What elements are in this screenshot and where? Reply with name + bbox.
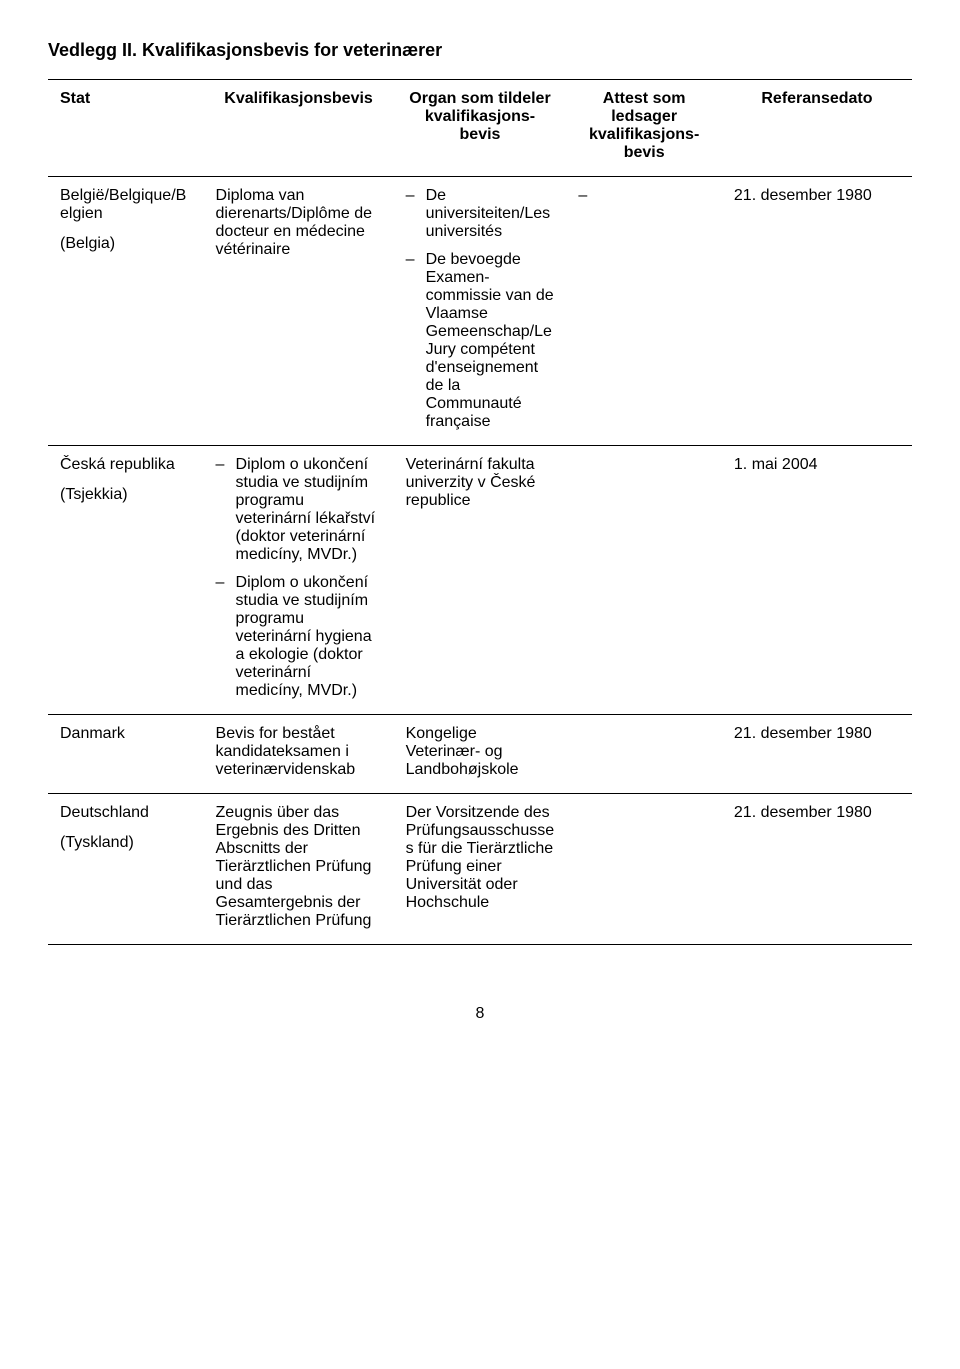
cell-ref: 1. mai 2004 (722, 446, 912, 715)
table-row: Česká republika (Tsjekkia) – Diplom o uk… (48, 446, 912, 715)
cell-organ: Veterinární fakulta univerzity v České r… (394, 446, 567, 715)
header-stat: Stat (48, 80, 204, 177)
qualifications-table: Stat Kvalifikasjonsbevis Organ som tilde… (48, 79, 912, 945)
table-row: Deutschland (Tyskland) Zeugnis über das … (48, 794, 912, 945)
list-item-text: De universiteiten/Les universités (426, 187, 555, 241)
table-row: België/Belgique/Belgien (Belgia) Diploma… (48, 177, 912, 446)
dash-icon: – (406, 251, 426, 431)
cell-ref: 21. desember 1980 (722, 794, 912, 945)
header-attest: Attest som ledsager kvalifikasjons-bevis (566, 80, 722, 177)
stat-name: Česká republika (60, 456, 192, 474)
cell-kvalb: Zeugnis über das Ergebnis des Dritten Ab… (204, 794, 394, 945)
stat-name: Deutschland (60, 804, 192, 822)
cell-attest (566, 446, 722, 715)
table-row: Danmark Bevis for bestået kandidateksame… (48, 715, 912, 794)
cell-stat: Deutschland (Tyskland) (48, 794, 204, 945)
cell-attest: – (566, 177, 722, 446)
cell-kvalb: – Diplom o ukončení studia ve studijním … (204, 446, 394, 715)
cell-ref: 21. desember 1980 (722, 715, 912, 794)
list-item: – Diplom o ukončení studia ve studijním … (216, 456, 382, 564)
dash-icon: – (406, 187, 426, 241)
cell-attest (566, 794, 722, 945)
dash-icon: – (216, 456, 236, 564)
cell-organ: – De universiteiten/Les universités – De… (394, 177, 567, 446)
dash-icon: – (216, 574, 236, 700)
header-organ: Organ som tildeler kvalifikasjons-bevis (394, 80, 567, 177)
cell-kvalb: Bevis for bestået kandidateksamen i vete… (204, 715, 394, 794)
page-number: 8 (48, 1005, 912, 1023)
list-item-text: Diplom o ukončení studia ve studijním pr… (236, 574, 382, 700)
cell-ref: 21. desember 1980 (722, 177, 912, 446)
cell-stat: Česká republika (Tsjekkia) (48, 446, 204, 715)
cell-organ: Der Vorsitzende des Prüfungsausschusses … (394, 794, 567, 945)
stat-paren: (Belgia) (60, 235, 192, 253)
list-item: – Diplom o ukončení studia ve studijním … (216, 574, 382, 700)
stat-name: België/Belgique/Belgien (60, 187, 192, 223)
cell-attest (566, 715, 722, 794)
list-item-text: Diplom o ukončení studia ve studijním pr… (236, 456, 382, 564)
document-title: Vedlegg II. Kvalifikasjonsbevis for vete… (48, 40, 912, 61)
list-item: – De bevoegde Examen-commissie van de Vl… (406, 251, 555, 431)
cell-stat: Danmark (48, 715, 204, 794)
header-ref: Referansedato (722, 80, 912, 177)
table-header-row: Stat Kvalifikasjonsbevis Organ som tilde… (48, 80, 912, 177)
cell-kvalb: Diploma van dierenarts/Diplôme de docteu… (204, 177, 394, 446)
stat-paren: (Tsjekkia) (60, 486, 192, 504)
list-item-text: De bevoegde Examen-commissie van de Vlaa… (426, 251, 555, 431)
stat-paren: (Tyskland) (60, 834, 192, 852)
header-kvalb: Kvalifikasjonsbevis (204, 80, 394, 177)
list-item: – De universiteiten/Les universités (406, 187, 555, 241)
cell-stat: België/Belgique/Belgien (Belgia) (48, 177, 204, 446)
cell-organ: Kongelige Veterinær- og Landbohøjskole (394, 715, 567, 794)
